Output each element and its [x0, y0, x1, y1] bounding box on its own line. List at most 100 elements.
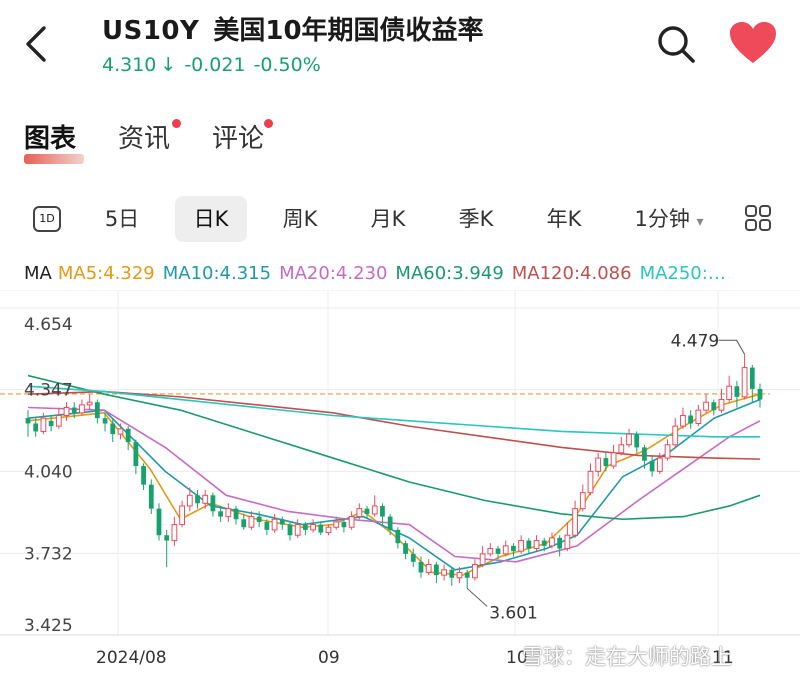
period-toolbar: 1D 5日 日K 周K 月K 季K 年K 1分钟 ▾	[0, 196, 800, 244]
period-daily[interactable]: 日K	[175, 196, 247, 242]
candle-up	[171, 524, 178, 542]
candle-down	[233, 508, 239, 520]
ma60-value: MA60:3.949	[395, 263, 504, 284]
candle-up	[726, 385, 733, 401]
candle-up	[656, 457, 663, 472]
candle-down	[148, 484, 154, 509]
candle-up	[271, 518, 278, 531]
candle-down	[94, 402, 100, 419]
candle-down	[141, 466, 146, 485]
period-weekly[interactable]: 周K	[282, 207, 318, 231]
candle-up	[680, 414, 686, 427]
ma60-line	[27, 374, 761, 521]
period-monthly[interactable]: 月K	[370, 207, 406, 231]
candle-down	[541, 540, 547, 546]
candle-down	[688, 415, 694, 424]
candle-down	[749, 367, 755, 389]
candle-down	[218, 511, 224, 517]
candle-down	[341, 521, 347, 528]
candle-down	[418, 561, 424, 573]
y-tick-label: 4.347	[24, 381, 73, 401]
ma120-value: MA120:4.086	[511, 263, 632, 284]
ma20-value: MA20:4.230	[279, 263, 388, 284]
y-tick-label: 3.425	[24, 616, 73, 636]
candle-down	[387, 516, 393, 530]
header: US10Y 美国10年期国债收益率 4.310 ↓ -0.021 -0.50%	[0, 0, 800, 90]
candle-up	[40, 417, 47, 432]
candle-up	[202, 494, 209, 504]
candle-up	[186, 494, 193, 507]
ma5-value: MA5:4.329	[57, 263, 155, 284]
candle-up	[595, 457, 602, 472]
price: 4.310	[102, 54, 157, 76]
candle-down	[164, 535, 170, 541]
period-minute-dropdown[interactable]: 1分钟 ▾	[622, 196, 716, 242]
period-yearly[interactable]: 年K	[546, 207, 582, 231]
candle-up	[179, 505, 185, 526]
candle-up	[703, 401, 709, 411]
candle-down	[318, 524, 324, 533]
candle-down	[303, 524, 308, 530]
candle-down	[603, 458, 609, 467]
candle-up	[294, 524, 301, 536]
candle-up	[487, 548, 494, 555]
heart-icon[interactable]	[728, 20, 778, 66]
comments-notification-dot	[264, 119, 273, 128]
y-axis-ticks: 4.654 4.347 4.040 3.732 3.425	[24, 315, 73, 636]
candle-down	[395, 529, 401, 544]
search-icon[interactable]	[654, 22, 698, 66]
candle-up	[63, 407, 70, 416]
ma250-value: MA250:…	[639, 263, 726, 284]
candle-up	[425, 563, 432, 573]
candle-down	[33, 423, 39, 432]
candle-down	[241, 519, 247, 528]
x-tick-label: 2024/08	[96, 648, 167, 668]
x-tick-label: 09	[318, 648, 340, 668]
candle-up	[325, 526, 332, 534]
change: -0.021	[184, 54, 246, 76]
candle-up	[456, 571, 463, 579]
candle-up	[718, 399, 725, 411]
candle-down	[403, 543, 408, 554]
tab-news[interactable]: 资讯	[118, 124, 171, 154]
candle-down	[526, 540, 532, 549]
back-arrow-icon[interactable]	[18, 22, 54, 66]
minute-label: 1分钟	[634, 207, 690, 231]
ma120-line	[27, 390, 761, 460]
candle-down	[557, 537, 563, 549]
candle-up	[55, 414, 62, 427]
period-5day[interactable]: 5日	[104, 207, 140, 231]
low-annotation: 3.601	[489, 603, 538, 623]
ma10-value: MA10:4.315	[162, 263, 272, 284]
candle-up	[79, 404, 85, 414]
candles	[25, 354, 763, 589]
candle-down	[634, 434, 640, 448]
candle-up	[356, 508, 363, 518]
candle-up	[564, 534, 571, 550]
ma-legend: MA MA5:4.329 MA10:4.315 MA20:4.230 MA60:3.94…	[24, 263, 734, 284]
candle-down	[449, 569, 455, 578]
candle-up	[695, 409, 702, 424]
candle-down	[287, 524, 293, 536]
high-annotation-leader	[718, 339, 746, 355]
candle-down	[264, 521, 270, 530]
candle-up	[572, 508, 578, 536]
candle-up	[549, 537, 555, 547]
quote-row: 4.310 ↓ -0.021 -0.50%	[102, 54, 329, 76]
intraday-1d-icon[interactable]: 1D	[33, 206, 61, 232]
tab-comments[interactable]: 评论	[212, 124, 265, 154]
candle-down	[734, 386, 740, 397]
candle-up	[741, 367, 748, 398]
candle-up	[479, 553, 486, 565]
candle-down	[195, 495, 200, 504]
x-tick-label: 10	[506, 648, 528, 668]
low-annotation-leader	[466, 588, 488, 607]
candle-up	[587, 470, 594, 494]
candle-down	[495, 548, 501, 554]
period-quarterly[interactable]: 季K	[458, 207, 494, 231]
candle-down	[156, 508, 162, 536]
down-arrow-icon: ↓	[160, 54, 177, 76]
tab-chart[interactable]: 图表	[24, 124, 77, 154]
grid-menu-icon[interactable]	[744, 204, 772, 232]
